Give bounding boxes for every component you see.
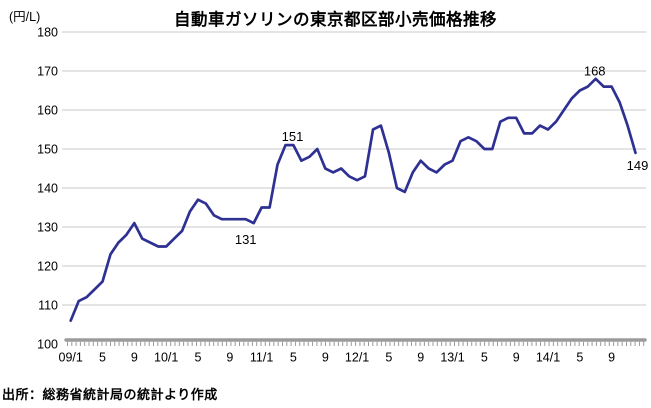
- annotation-151: 151: [282, 129, 304, 144]
- x-tick-label: 5: [385, 351, 392, 365]
- x-tick-label: 9: [513, 351, 520, 365]
- x-tick-label: 5: [290, 351, 297, 365]
- x-axis-minor-ticks: [67, 341, 645, 346]
- x-tick-label: 13/1: [440, 351, 464, 365]
- price-line: [69, 77, 637, 322]
- x-tick-label: 5: [481, 351, 488, 365]
- x-tick-label: 14/1: [536, 351, 560, 365]
- y-tick-label: 110: [38, 298, 58, 312]
- y-tick-label: 160: [37, 103, 58, 117]
- chart-title: 自動車ガソリンの東京都区部小売価格推移: [174, 11, 497, 29]
- source-note: 出所：総務省統計局の統計より作成: [2, 387, 218, 402]
- annotation-131: 131: [235, 232, 257, 247]
- y-tick-label: 180: [37, 25, 58, 39]
- x-tick-label: 5: [576, 351, 583, 365]
- y-tick-label: 100: [37, 337, 58, 351]
- x-tick-label: 10/1: [154, 351, 178, 365]
- y-tick-label: 140: [37, 181, 58, 195]
- y-tick-label: 130: [37, 220, 58, 234]
- x-tick-label: 9: [417, 351, 424, 365]
- annotation-149: 149: [627, 158, 649, 173]
- x-tick-label: 5: [195, 351, 202, 365]
- x-tick-label: 9: [131, 351, 138, 365]
- x-tick-label: 9: [608, 351, 615, 365]
- x-tick-label: 12/1: [345, 351, 369, 365]
- y-axis-unit-label: (円/L): [9, 10, 41, 24]
- annotation-168: 168: [584, 64, 606, 79]
- x-tick-label: 5: [99, 351, 106, 365]
- x-tick-label: 9: [322, 351, 329, 365]
- x-tick-label: 11/1: [250, 351, 273, 365]
- x-tick-label: 9: [226, 351, 233, 365]
- y-tick-label: 120: [37, 259, 58, 273]
- y-tick-label: 170: [37, 64, 58, 78]
- y-tick-label: 150: [37, 142, 58, 156]
- x-tick-label: 09/1: [59, 351, 83, 365]
- price-line-chart: 100 110 120 130 140 150 160 170 180 09/1 5 9 10/1 5 9 1…: [37, 25, 649, 365]
